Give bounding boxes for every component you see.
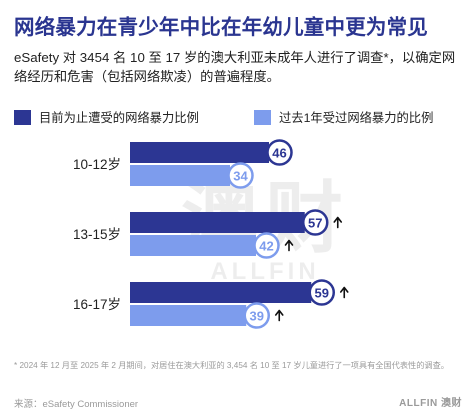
data-label-1-1: 42 [259,239,273,254]
bar-1-0 [130,165,230,186]
up-arrow-icon-0-2 [339,286,349,299]
legend-swatch-current [14,109,31,125]
bar-0-0 [130,142,269,163]
legend-swatch-past [254,109,271,125]
chart-title: 网络暴力在青少年中比在年幼儿童中更为常见 [14,16,428,39]
allfin-logo: ALLFIN 澳财 [399,398,462,409]
footnote: * 2024 年 12 月至 2025 年 2 月期间，对居住在澳大利亚的 3,… [14,361,449,370]
bar-0-1 [130,212,305,233]
legend-label-current: 目前为止遭受的网络暴力比例 [39,111,199,125]
legend-label-past: 过去1年受过网络暴力的比例 [279,111,434,125]
value-badge-1-1 [253,232,280,259]
up-arrow-icon-1-2 [274,309,284,322]
value-badge-0-1 [302,209,329,236]
legend-item-past: 过去1年受过网络暴力的比例 [254,108,433,126]
category-label-0: 10-12岁 [73,157,121,172]
data-label-0-0: 46 [272,146,286,161]
up-arrow-icon-1-1 [284,239,294,252]
bar-1-2 [130,305,247,326]
category-label-1: 13-15岁 [73,227,121,242]
value-badge-1-2 [243,302,270,329]
category-label-2: 16-17岁 [73,297,121,312]
data-label-1-2: 39 [250,309,264,324]
legend-item-current: 目前为止遭受的网络暴力比例 [14,108,199,126]
data-label-0-2: 59 [315,286,329,301]
value-badge-0-2 [308,279,335,306]
chart-subtitle: eSafety 对 3454 名 10 至 17 岁的澳大利亚未成年人进行了调查… [14,50,456,84]
value-badge-0-0 [266,139,293,166]
data-label-1-0: 34 [233,169,248,184]
source-note: 来源：eSafety Commissioner [14,399,139,410]
value-badge-1-0 [227,162,254,189]
up-arrow-icon-0-1 [333,216,343,229]
legend: 目前为止遭受的网络暴力比例 过去1年受过网络暴力的比例 [14,108,464,128]
bar-chart: 10-12岁 46 34 13-15岁 57 42 16-17岁 59 39 [73,139,349,329]
bar-0-2 [130,282,312,303]
bar-1-1 [130,235,256,256]
data-label-0-1: 57 [308,216,322,231]
